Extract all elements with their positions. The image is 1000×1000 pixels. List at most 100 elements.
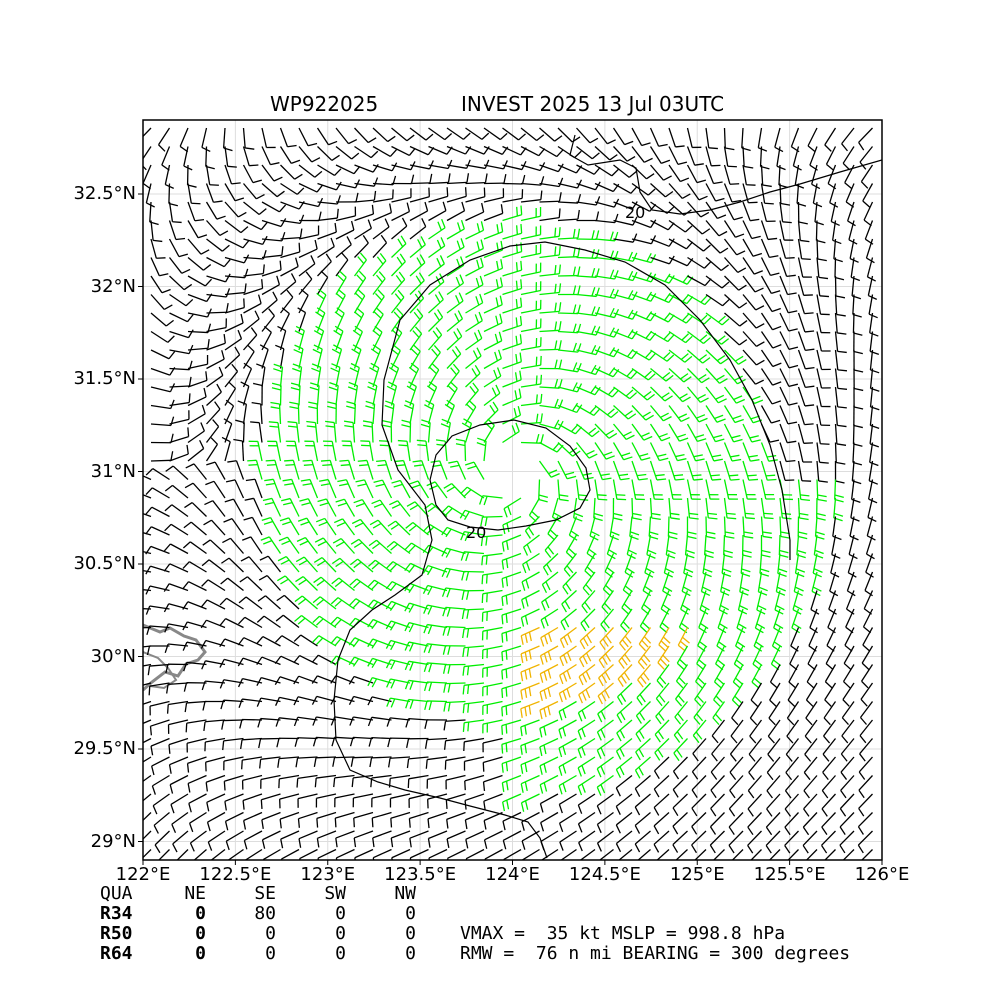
wind-barb [869,423,880,448]
wind-barb [371,811,392,828]
wind-barb [705,201,727,220]
wind-barb [224,298,245,314]
wind-barb [594,146,618,161]
wind-contours [333,134,882,859]
wind-barb [347,381,359,406]
wind-barb [631,460,648,481]
wind-barb [749,701,763,726]
wind-barb [557,266,581,277]
wind-barb [501,663,522,680]
wind-barb [354,190,377,203]
wind-barb [655,701,670,725]
wind-barb [367,579,392,592]
wind-barb [427,793,448,809]
wind-barb [168,238,189,258]
wind-barb [742,516,754,539]
wind-barb [598,664,614,687]
wind-barb [242,127,255,150]
wind-barb [170,793,189,814]
wind-barb [539,682,559,702]
wind-barb [369,519,392,536]
wind-barb [655,682,670,707]
wind-barb [797,312,815,333]
wind-barb [481,589,503,604]
wind-barb [368,539,392,554]
wind-barb [613,405,637,420]
wind-barb [631,146,653,163]
wind-barb [538,460,560,478]
wind-barb [367,599,392,610]
wind-barb [145,468,170,481]
wind-barb [576,127,599,144]
wind-barb [446,127,471,140]
wind-barb [143,737,152,744]
wind-barb [559,645,577,667]
wind-barb [261,830,281,849]
wind-barb [520,206,542,222]
wind-barb [668,293,694,305]
wind-barb [184,482,207,499]
y-tick-label: 30.5°N [73,553,136,574]
wind-barb [341,440,356,462]
wind-barb [634,775,651,797]
radii-header-ne: NE [184,883,206,904]
wind-barb [391,848,411,860]
wind-barb [779,516,791,539]
wind-barb [404,660,429,671]
wind-barb [748,756,762,781]
wind-barb [295,756,318,768]
wind-barb [728,830,744,854]
wind-barb [423,623,448,635]
wind-barb [747,793,762,817]
wind-barb [779,220,794,241]
wind-barb [260,774,281,789]
wind-barb [483,173,507,185]
wind-barb [409,344,421,369]
wind-barb [853,331,863,355]
wind-barb [705,164,723,185]
wind-barb [539,645,559,665]
wind-barb [523,534,540,556]
inner-contour [429,419,591,531]
wind-barb [462,719,485,732]
wind-barb [650,405,672,422]
wind-barb [842,849,855,860]
wind-barb [482,700,503,715]
wind-barb [465,293,484,314]
wind-barb [349,716,374,726]
wind-barb [420,419,431,443]
wind-barb [560,608,577,631]
wind-barb [280,182,305,195]
wind-barb [205,756,226,772]
wind-barb [166,682,189,694]
wind-barb [712,849,725,860]
wind-barb [741,534,752,558]
wind-barb [824,664,837,689]
wind-barb [711,719,726,744]
x-tick-label: 122.5°E [199,864,272,885]
wind-barb [677,627,690,652]
wind-barb [225,479,245,499]
wind-barb [309,382,320,406]
wind-barb [391,188,412,203]
wind-barb [206,811,226,832]
wind-barb [428,173,451,185]
wind-barb [842,664,855,689]
wind-barb [691,793,707,817]
wind-barb [840,738,855,762]
wind-barb [672,756,688,780]
wind-barb [760,312,782,331]
wind-barb [653,756,670,780]
wind-barb [596,719,614,741]
wind-barb [858,775,873,799]
wind-barb [775,571,786,596]
wind-barb [705,423,725,443]
wind-barb [612,127,634,146]
wind-barb [206,238,230,252]
wind-barb [483,811,503,830]
wind-barb [797,331,815,351]
wind-barb [723,164,740,185]
wind-barb [372,145,398,158]
wind-barb [483,793,503,811]
wind-barb [599,627,614,651]
